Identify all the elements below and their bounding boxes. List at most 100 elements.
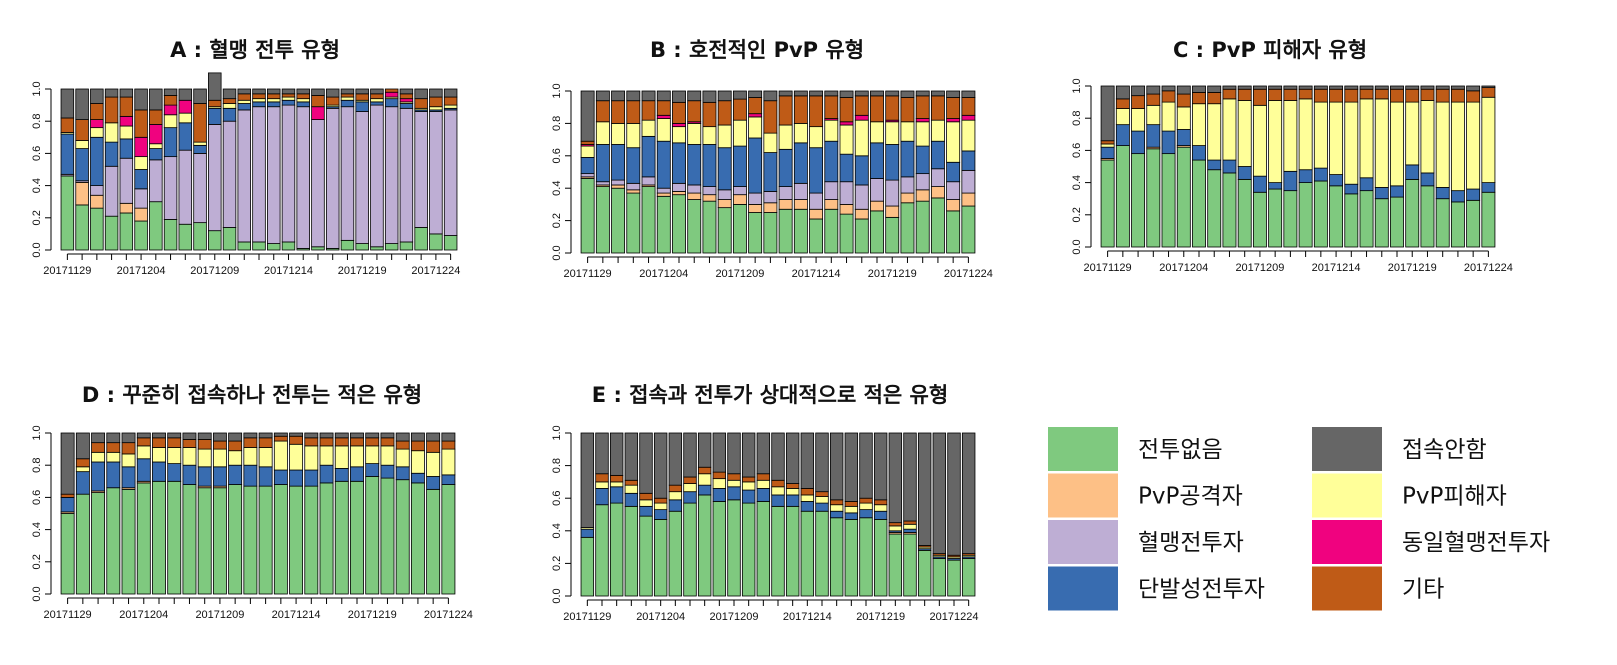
bar-segment — [237, 103, 251, 111]
bar-segment — [237, 241, 251, 251]
bar-segment — [365, 437, 380, 447]
bar-segment — [370, 98, 384, 103]
bar-segment — [281, 241, 296, 251]
bar-segment — [370, 88, 384, 95]
bar-segment — [1390, 185, 1404, 198]
bar-segment — [1374, 88, 1389, 100]
bar-segment — [355, 93, 369, 101]
bar-segment — [266, 88, 281, 95]
bar-segment — [756, 488, 771, 502]
x-tick-label: 20171214 — [792, 268, 841, 280]
bar-segment — [1146, 124, 1161, 148]
bar-segment — [119, 88, 134, 98]
bar-segment — [809, 90, 824, 97]
bar-segment — [304, 432, 319, 439]
bar-segment — [961, 90, 976, 98]
bar-segment — [778, 95, 793, 126]
bar-segment — [1192, 103, 1206, 146]
bar-segment — [1192, 145, 1206, 161]
bar-segment — [785, 488, 800, 496]
bar-segment — [60, 432, 75, 495]
bar-segment — [395, 432, 410, 442]
bar-segment — [1115, 108, 1130, 126]
bar-segment — [208, 72, 222, 101]
bar-segment — [60, 493, 75, 498]
bar-segment — [304, 485, 319, 595]
bar-segment — [399, 93, 414, 100]
bar-segment — [149, 88, 163, 111]
bar-segment — [237, 88, 251, 95]
bar-segment — [1115, 124, 1130, 146]
x-tick-label: 20171219 — [868, 268, 917, 280]
bar-segment — [717, 100, 732, 126]
bar-segment — [121, 466, 136, 489]
bar-segment — [106, 461, 121, 489]
bar-segment — [1131, 95, 1146, 109]
bar-segment — [60, 88, 75, 119]
bar-segment — [1100, 146, 1115, 159]
bar-segment — [1207, 159, 1222, 171]
bar-segment — [1252, 88, 1267, 106]
bar-segment — [281, 88, 296, 95]
y-tick-label: 0.0 — [551, 588, 563, 603]
x-tick-label: 20171204 — [119, 609, 168, 621]
bar-segment — [815, 510, 829, 597]
bar-segment — [870, 142, 884, 179]
bar-segment — [741, 481, 756, 491]
legend-label: PvP피해자 — [1402, 484, 1507, 510]
bar-segment — [178, 149, 193, 225]
bar-segment — [258, 437, 273, 448]
bar-segment — [149, 109, 163, 125]
bar-segment — [1481, 96, 1496, 183]
bar-segment — [854, 155, 869, 186]
bar-segment — [763, 212, 778, 254]
bar-segment — [75, 432, 90, 460]
bar-segment — [687, 90, 702, 102]
bar-segment — [334, 445, 349, 469]
bar-segment — [243, 485, 258, 595]
bar-segment — [1252, 175, 1267, 193]
bar-segment — [152, 437, 166, 448]
x-tick-label: 20171224 — [424, 609, 473, 621]
bar-segment — [426, 432, 441, 442]
x-tick-label: 20171224 — [930, 611, 979, 623]
bar-segment — [197, 487, 212, 595]
bar-segment — [1252, 191, 1267, 248]
bar-segment — [656, 192, 671, 197]
x-tick-label: 20171204 — [117, 265, 166, 277]
bar-segment — [748, 97, 763, 115]
bar-segment — [930, 95, 945, 121]
bar-segment — [653, 518, 668, 597]
bar-segment — [870, 95, 884, 123]
bar-segment — [915, 118, 930, 123]
bar-segment — [763, 100, 778, 134]
x-tick-label: 20171129 — [1084, 262, 1132, 274]
bar-segment — [580, 432, 595, 528]
bar-segment — [717, 147, 732, 191]
bar-segment — [197, 432, 212, 440]
bar-segment — [793, 123, 808, 144]
bar-segment — [815, 502, 829, 512]
bar-segment — [915, 189, 930, 202]
bar-segment — [961, 97, 976, 116]
bar-segment — [167, 480, 182, 595]
bar-segment — [163, 104, 178, 116]
bar-segment — [243, 432, 258, 439]
bar-segment — [365, 463, 380, 477]
bar-segment — [1466, 188, 1481, 201]
bar-segment — [182, 464, 197, 485]
x-tick-label: 20171214 — [272, 609, 321, 621]
bar-segment — [727, 486, 741, 501]
bar-segment — [778, 208, 793, 254]
bar-segment — [273, 469, 288, 485]
bar-segment — [182, 484, 197, 595]
bar-segment — [815, 496, 829, 504]
bar-segment — [163, 219, 178, 251]
bar-segment — [888, 522, 903, 527]
y-tick-label: 0.0 — [31, 586, 43, 601]
bar-segment — [626, 100, 641, 124]
bar-segment — [854, 95, 869, 116]
bar-segment — [917, 549, 932, 597]
bar-segment — [854, 119, 869, 157]
bar-segment — [683, 502, 697, 597]
